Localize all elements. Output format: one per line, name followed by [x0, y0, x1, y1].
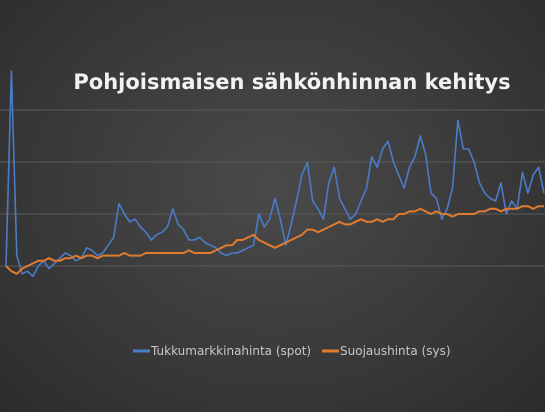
series-lines: [5, 70, 545, 278]
legend: Tukkumarkkinahinta (spot) Suojaushinta (…: [133, 344, 451, 358]
gridlines: [0, 109, 545, 267]
series-line-spot: [5, 70, 545, 278]
legend-label-spot: Tukkumarkkinahinta (spot): [150, 344, 311, 358]
series-line-sys: [5, 205, 544, 275]
legend-label-sys: Suojaushinta (sys): [340, 344, 451, 358]
chart-title: Pohjoismaisen sähkönhinnan kehitys: [73, 70, 510, 94]
